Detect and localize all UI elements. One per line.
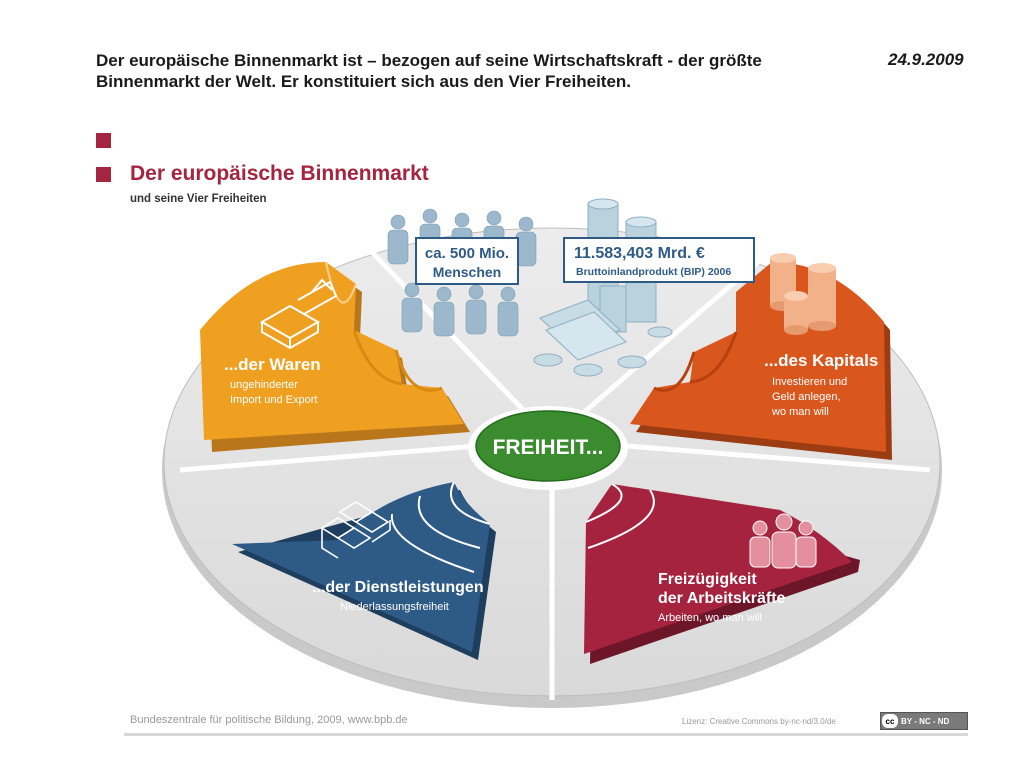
gdp-value: 11.583,403 Mrd. € — [574, 245, 705, 262]
goods-title: ...der Waren — [224, 355, 321, 374]
headline-line-1: Der europäische Binnenmarkt ist – bezoge… — [96, 51, 762, 70]
sector-services — [232, 481, 496, 660]
footer-divider — [124, 733, 968, 736]
population-line-2: Menschen — [433, 264, 501, 280]
capital-line-1: Investieren und — [772, 376, 847, 388]
title-square — [96, 167, 111, 182]
headline-line-2: Binnenmarkt der Welt. Er konstituiert si… — [96, 72, 632, 91]
labour-line-1: Arbeiten, wo man will — [658, 612, 762, 624]
labour-title-1: Freizügigkeit — [658, 571, 757, 588]
services-line-1: Niederlassungsfreiheit — [340, 601, 449, 613]
capital-title: ...des Kapitals — [764, 351, 878, 370]
capital-line-2: Geld anlegen, — [772, 391, 841, 403]
gdp-caption: Bruttoinlandprodukt (BIP) 2006 — [576, 266, 731, 278]
capital-line-3: wo man will — [771, 406, 829, 418]
population-icon — [387, 208, 537, 337]
graphic-subtitle: und seine Vier Freiheiten — [130, 193, 267, 205]
license-text: Lizenz: Creative Commons by-nc-nd/3.0/de — [682, 717, 836, 726]
goods-icon — [259, 278, 338, 350]
sector-capital — [630, 253, 892, 460]
creative-commons-icon: cc — [882, 714, 898, 728]
bullet-square — [96, 133, 111, 148]
sector-labour — [584, 483, 860, 664]
headline: Der europäische Binnenmarkt ist – bezoge… — [96, 50, 836, 92]
center-badge: FREIHEIT... — [468, 406, 628, 490]
population-line-1: ca. 500 Mio. — [425, 245, 509, 262]
graphic-title: Der europäische Binnenmarkt — [130, 162, 429, 185]
goods-line-2: Import und Export — [230, 394, 317, 406]
sector-goods — [200, 261, 470, 452]
center-text: FREIHEIT... — [493, 436, 604, 459]
population-box: ca. 500 Mio. Menschen — [415, 237, 519, 285]
cc-license-badge: cc BY - NC - ND — [880, 712, 968, 730]
workers-icon — [749, 513, 817, 569]
labour-title-2: der Arbeitskräfte — [658, 590, 786, 607]
goods-line-1: ungehinderter — [230, 379, 298, 391]
date: 24.9.2009 — [888, 50, 964, 69]
cc-badge-text: BY - NC - ND — [901, 716, 950, 726]
bricks-icon — [320, 501, 391, 559]
coin-stacks-icon — [770, 253, 836, 335]
source-credit: Bundeszentrale für politische Bildung, 2… — [130, 714, 408, 726]
gdp-box: 11.583,403 Mrd. € Bruttoinlandprodukt (B… — [563, 237, 755, 283]
services-title: ...der Dienstleistungen — [312, 579, 484, 596]
